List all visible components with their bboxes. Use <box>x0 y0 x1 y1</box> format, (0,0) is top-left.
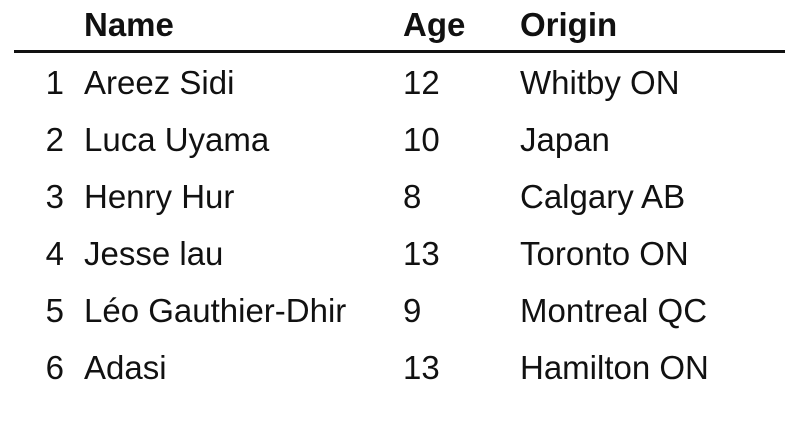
row-age: 13 <box>403 235 440 272</box>
table-row: 6 Adasi 13 Hamilton ON <box>0 339 789 396</box>
row-index: 3 <box>45 178 64 215</box>
row-index: 2 <box>45 121 64 158</box>
row-age: 9 <box>403 292 422 329</box>
row-age: 8 <box>403 178 422 215</box>
row-index: 4 <box>45 235 64 272</box>
row-origin: Toronto ON <box>520 235 689 272</box>
row-index: 5 <box>45 292 64 329</box>
row-origin: Whitby ON <box>520 64 680 101</box>
row-origin: Calgary AB <box>520 178 686 215</box>
table-header-row: Name Age Origin <box>0 0 789 50</box>
header-age: Age <box>403 6 466 43</box>
table-row: 2 Luca Uyama 10 Japan <box>0 111 789 168</box>
header-origin: Origin <box>520 6 618 43</box>
row-age: 10 <box>403 121 440 158</box>
row-name: Henry Hur <box>84 178 235 215</box>
row-name: Areez Sidi <box>84 64 235 101</box>
row-origin: Hamilton ON <box>520 349 709 386</box>
table-row: 4 Jesse lau 13 Toronto ON <box>0 225 789 282</box>
row-name: Jesse lau <box>84 235 224 272</box>
table-row: 5 Léo Gauthier-Dhir 9 Montreal QC <box>0 282 789 339</box>
row-index: 6 <box>45 349 64 386</box>
row-origin: Japan <box>520 121 610 158</box>
table-row: 3 Henry Hur 8 Calgary AB <box>0 168 789 225</box>
header-divider <box>14 50 785 53</box>
row-name: Léo Gauthier-Dhir <box>84 292 347 329</box>
table-row: 1 Areez Sidi 12 Whitby ON <box>0 54 789 111</box>
row-index: 1 <box>45 64 64 101</box>
row-age: 13 <box>403 349 440 386</box>
row-name: Adasi <box>84 349 167 386</box>
row-origin: Montreal QC <box>520 292 708 329</box>
header-name: Name <box>84 6 174 43</box>
row-age: 12 <box>403 64 440 101</box>
row-name: Luca Uyama <box>84 121 270 158</box>
